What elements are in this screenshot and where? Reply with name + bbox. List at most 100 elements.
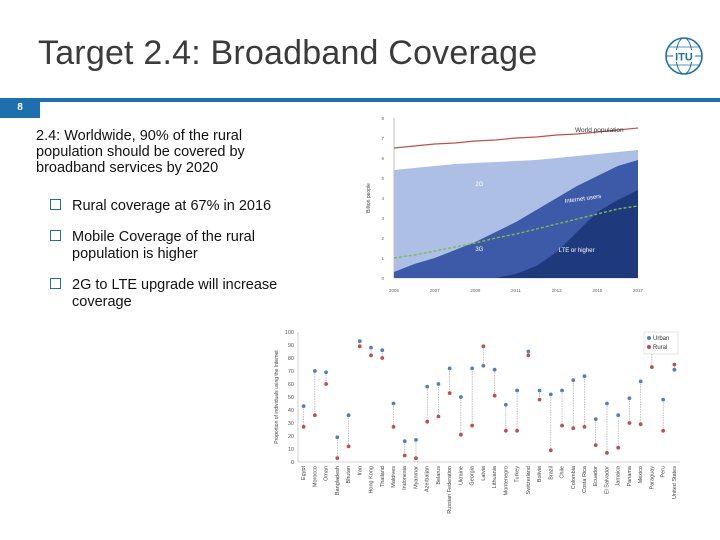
label-3g: 3G	[475, 247, 483, 253]
category-label: Mexico	[638, 466, 644, 483]
rural-point	[324, 382, 328, 386]
urban-rural-dot-chart: 0 10 20 30 40 50 60 70 80 90 100 Proportion of indi…	[274, 330, 680, 514]
coverage-area-chart: 0 1 2 3 4 5 6 7 8 2005 2007 2009 2011 2013 2015 2017 Bil…	[366, 116, 644, 293]
urban-point	[537, 388, 542, 393]
rural-point	[672, 362, 677, 367]
rural-point	[537, 397, 542, 402]
category-label: Turkey	[515, 466, 521, 483]
urban-point	[402, 439, 407, 444]
area-lte	[394, 190, 638, 278]
urban-point	[436, 382, 441, 386]
category-label: Panama	[627, 465, 633, 486]
rural-point	[605, 451, 609, 455]
urban-point	[447, 366, 452, 371]
y-tick-label: 4	[381, 196, 384, 201]
legend-marker	[647, 336, 651, 340]
category-label: Jamaica	[616, 465, 622, 486]
legend-label: Urban	[653, 336, 669, 342]
target-heading: 2.4: Worldwide, 90% of the rural populat…	[36, 128, 245, 176]
category-label: Bhutan	[346, 466, 352, 483]
rural-point	[459, 432, 463, 437]
rural-point	[357, 344, 362, 349]
y-tick-label: 40	[288, 408, 294, 414]
y-tick-label: 90	[288, 343, 294, 349]
urban-point	[391, 401, 396, 406]
urban-point	[481, 363, 486, 368]
rural-point	[526, 353, 531, 358]
urban-point	[425, 384, 430, 389]
rural-point	[369, 353, 373, 358]
y-tick-label: 100	[285, 330, 294, 336]
category-label: Latvia	[481, 465, 487, 481]
urban-point	[627, 396, 632, 401]
urban-point	[312, 369, 317, 373]
y-tick-label: 3	[381, 216, 384, 221]
x-tick-label: 2011	[511, 288, 521, 293]
category-label: Georgia	[470, 465, 476, 486]
urban-point	[582, 374, 587, 379]
itu-logo: ITU	[665, 37, 703, 75]
urban-point	[593, 417, 598, 421]
category-label: El Salvador	[604, 466, 610, 494]
urban-point	[357, 339, 362, 343]
rural-point	[481, 344, 486, 349]
internet-users-label: Internet users	[564, 194, 601, 205]
rural-point	[301, 425, 306, 429]
bullet-box-icon	[50, 230, 61, 241]
urban-point	[503, 402, 508, 407]
rural-point	[447, 391, 452, 395]
y-tick-label: 0	[291, 460, 294, 466]
y-tick-label: 10	[288, 447, 294, 453]
bullet-list: Rural coverage at 67% in 2016 Mobile Cov…	[50, 198, 320, 325]
logo-text: ITU	[675, 52, 693, 64]
legend-box	[643, 331, 679, 355]
header-rule	[40, 98, 720, 102]
y-axis-label: Billion people	[366, 183, 372, 213]
y-tick-label: 7	[381, 136, 384, 141]
rural-point	[661, 428, 666, 433]
x-tick-label: 2009	[470, 288, 481, 293]
y-tick-label: 1	[381, 256, 384, 261]
slide-title: Target 2.4: Broadband Coverage	[38, 34, 538, 72]
category-label: Oman	[324, 466, 330, 481]
label-2g: 2G	[475, 182, 483, 188]
bullet-text: 2G to LTE upgrade will increase coverage	[72, 277, 278, 310]
y-tick-label: 30	[288, 421, 294, 427]
category-label: Belarus	[436, 466, 442, 485]
rural-point	[335, 456, 340, 460]
y-tick-label: 6	[381, 156, 384, 161]
slide-number: 8	[0, 98, 40, 118]
category-label: Ukraine	[458, 466, 464, 485]
category-label: Iran	[357, 466, 363, 475]
urban-point	[492, 367, 497, 372]
category-label: Switzerland	[526, 466, 532, 494]
category-label: Brazil	[548, 466, 554, 480]
y-tick-label: 5	[381, 176, 384, 181]
rural-point	[312, 413, 317, 418]
rural-point	[436, 414, 441, 419]
urban-point	[526, 349, 531, 354]
category-label: Chile	[560, 466, 566, 479]
rural-point	[571, 426, 576, 431]
rural-point	[593, 443, 598, 447]
urban-point	[301, 404, 306, 408]
rural-point	[548, 448, 553, 453]
urban-point	[638, 379, 643, 384]
legend-marker	[647, 345, 651, 349]
bullet-text: Mobile Coverage of the rural population …	[72, 229, 255, 262]
x-tick-label: 2017	[633, 288, 644, 293]
y-tick-label: 60	[288, 382, 294, 388]
category-label: Thailand	[380, 466, 386, 487]
y-tick-label: 80	[288, 356, 294, 362]
category-label: Montenegro	[503, 466, 509, 495]
y-tick-label: 70	[288, 369, 294, 375]
urban-point	[470, 366, 475, 371]
y-tick-label: 2	[381, 236, 384, 241]
category-label: Egypt	[301, 466, 307, 481]
category-label: Ecuador	[593, 466, 599, 487]
y-tick-label: 0	[381, 276, 384, 281]
rural-point	[391, 425, 396, 429]
rural-point	[414, 456, 418, 460]
rural-point	[560, 423, 564, 428]
rural-point	[638, 422, 643, 427]
